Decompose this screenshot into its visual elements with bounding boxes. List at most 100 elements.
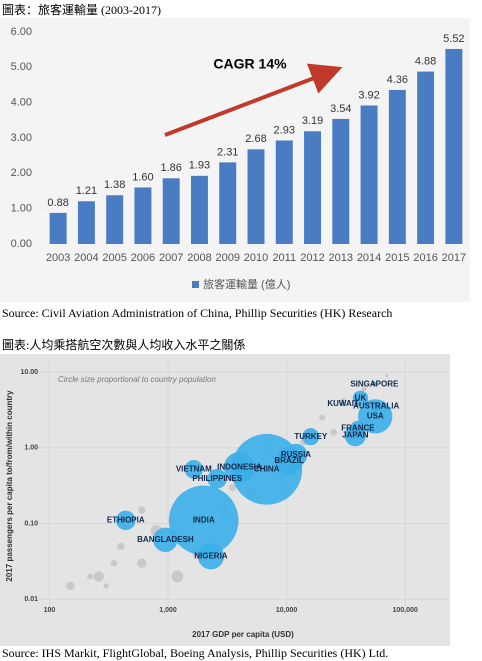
x-tick-label: 2007 xyxy=(159,252,183,264)
data-label: 2.93 xyxy=(274,124,295,136)
bubble xyxy=(361,386,367,392)
data-label: 3.54 xyxy=(330,103,351,115)
bar-chart: CAGR 14% 0.00 1.00 2.00 3.00 4.00 5.00 6.00 200… xyxy=(0,18,470,302)
bubble xyxy=(228,483,237,492)
bar xyxy=(332,118,350,244)
bubble xyxy=(66,581,75,591)
x-tick-label: 2016 xyxy=(413,252,437,264)
bubble xyxy=(93,571,104,582)
x-tick-label: 2010 xyxy=(244,252,268,264)
bar xyxy=(360,105,378,244)
bar xyxy=(275,140,293,244)
bubble xyxy=(302,428,320,446)
data-label: 1.38 xyxy=(104,179,125,191)
y-tick-label: 4.00 xyxy=(11,97,32,109)
bubble xyxy=(87,573,94,580)
bubble xyxy=(184,460,204,479)
point-label: UK xyxy=(355,393,367,402)
point-label: AUSTRALIA xyxy=(353,402,399,411)
legend-swatch xyxy=(192,281,199,288)
data-label: 4.88 xyxy=(415,55,436,67)
point-label: CHINA xyxy=(254,464,280,473)
bar xyxy=(134,187,152,244)
x-tick-label: 100,000 xyxy=(392,607,417,614)
point-label: FRANCE xyxy=(341,424,375,433)
bubble xyxy=(231,433,303,505)
point-label: BRAZIL xyxy=(274,456,303,465)
data-label: 1.60 xyxy=(132,171,153,183)
bubble xyxy=(385,373,389,378)
x-tick-label: 2014 xyxy=(357,252,381,264)
x-tick-label: 10,000 xyxy=(276,607,298,614)
bubble xyxy=(116,510,136,531)
bubble xyxy=(207,469,227,489)
point-label: KUWAIT xyxy=(327,399,359,408)
x-axis-label: 2017 GDP per capita (USD) xyxy=(192,630,294,639)
bubble xyxy=(136,558,147,568)
bubble xyxy=(358,399,393,434)
data-label: 2.31 xyxy=(217,146,238,158)
bubble xyxy=(197,543,225,570)
x-tick-label: 2003 xyxy=(46,252,70,264)
bar xyxy=(106,195,124,244)
data-label: 1.93 xyxy=(189,160,210,172)
y-tick-label: 2.00 xyxy=(11,167,32,179)
bubble xyxy=(110,559,118,567)
trend-arrow xyxy=(164,63,343,137)
x-tick-label: 1,000 xyxy=(159,607,177,614)
chart-title: 圖表:人均乘搭航空次數與人均收入水平之關係 xyxy=(2,338,246,352)
x-tick-label: 2012 xyxy=(300,252,324,264)
point-label: JAPAN xyxy=(342,431,369,440)
y-tick-label: 0.01 xyxy=(24,596,38,603)
point-label: ETHIOPIA xyxy=(107,516,145,525)
bar xyxy=(247,149,265,244)
point-label: INDONESIA xyxy=(217,463,262,472)
bar xyxy=(388,89,406,245)
bar xyxy=(219,162,237,244)
bubble xyxy=(319,414,326,421)
x-tick-label: 2006 xyxy=(131,252,155,264)
point-label: NIGERIA xyxy=(194,551,228,560)
point-label: SINGAPORE xyxy=(350,379,399,388)
x-tick-label: 2004 xyxy=(74,252,98,264)
y-tick-label: 0.00 xyxy=(11,238,32,250)
bubble xyxy=(117,542,125,551)
bubble xyxy=(171,570,184,583)
chart-title: 圖表：旅客運輸量 (2003-2017) xyxy=(2,3,161,17)
x-tick-label: 2008 xyxy=(187,252,211,264)
bubble xyxy=(344,424,367,447)
bubble xyxy=(352,390,369,407)
bar xyxy=(162,178,180,244)
data-label: 1.86 xyxy=(160,162,181,174)
y-tick-label: 6.00 xyxy=(11,26,32,38)
bar xyxy=(417,71,435,244)
data-label: 4.36 xyxy=(387,74,408,86)
data-label: 3.19 xyxy=(302,115,323,127)
bubble xyxy=(138,506,146,514)
x-tick-label: 2005 xyxy=(102,252,126,264)
bubble xyxy=(341,401,346,406)
point-label: INDIA xyxy=(193,516,215,525)
x-tick-label: 2015 xyxy=(385,252,409,264)
point-label: TURKEY xyxy=(294,432,328,441)
bubble xyxy=(330,429,338,436)
data-label: 0.88 xyxy=(47,197,68,209)
bar xyxy=(445,48,463,245)
bubble xyxy=(340,397,346,404)
data-label: 2.68 xyxy=(245,133,266,145)
data-label: 1.21 xyxy=(76,185,97,197)
y-tick-label: 3.00 xyxy=(11,132,32,144)
x-tick-label: 2017 xyxy=(442,252,466,264)
y-tick-label: 1.00 xyxy=(24,445,38,452)
point-label: USA xyxy=(367,411,384,420)
legend-label: 旅客運輸量 (億人) xyxy=(203,277,290,291)
subtitle: Circle size proportional to country popu… xyxy=(58,375,216,384)
point-label: VIETNAM xyxy=(176,464,212,473)
y-tick-label: 1.00 xyxy=(11,203,32,215)
x-tick-label: 2011 xyxy=(272,252,296,264)
y-axis-label: 2017 passengers per capita to/from/withi… xyxy=(5,390,14,582)
x-tick-label: 2013 xyxy=(329,252,353,264)
bubble xyxy=(168,485,239,556)
data-label: 3.92 xyxy=(358,89,379,101)
